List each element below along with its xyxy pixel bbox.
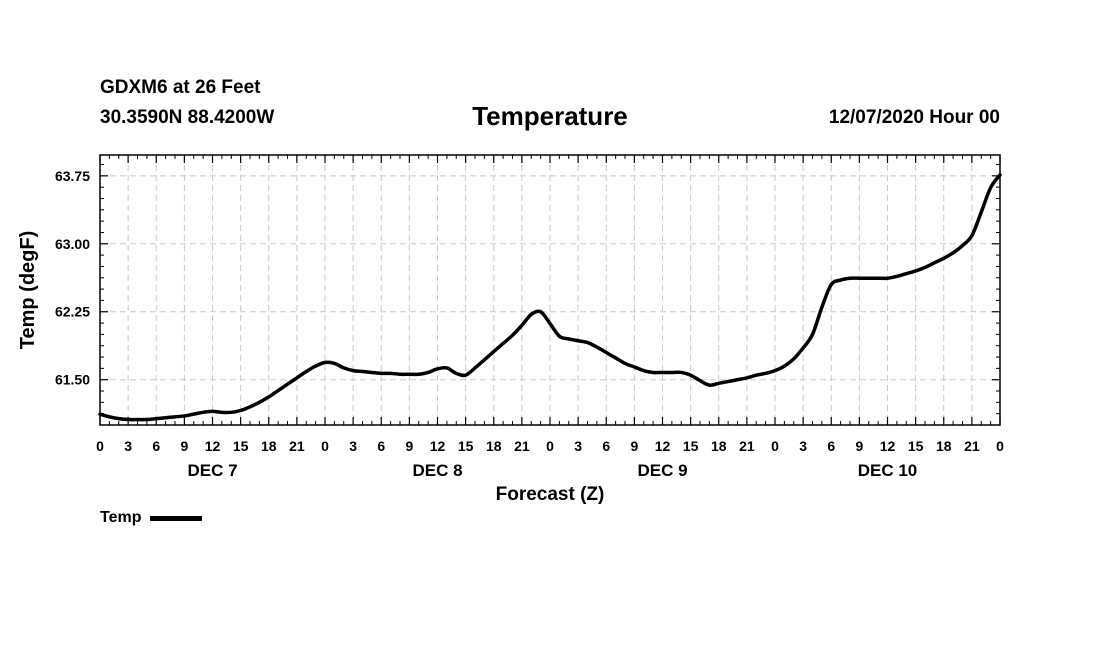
y-tick-label: 61.50 [55,372,90,388]
station-coordinates: 30.3590N 88.4200W [100,107,275,128]
forecast-run-time: 12/07/2020 Hour 00 [828,107,1000,128]
day-label: DEC 10 [858,461,918,480]
legend: Temp [100,509,203,527]
axis-ticks [99,155,1001,425]
x-tick-label: 15 [908,438,924,454]
x-tick-label: 0 [546,438,554,454]
x-tick-label: 3 [574,438,582,454]
x-tick-label: 9 [180,438,188,454]
x-tick-label: 15 [233,438,249,454]
x-tick-label: 21 [289,438,305,454]
temp-series-line [98,173,1002,422]
x-tick-label: 0 [771,438,779,454]
day-label: DEC 9 [637,461,687,480]
y-tick-label: 63.75 [55,168,90,184]
grid-lines [100,155,1000,425]
series-layer [98,173,1002,422]
x-tick-label: 18 [486,438,502,454]
axis-labels: 0 3 6 9 12 15 18 21 0 3 6 9 12 15 18 21 0 3 6 9 12 15 18 21 0 3 6 9… [55,168,1004,480]
day-label: DEC 8 [412,461,462,480]
x-tick-label: 6 [827,438,835,454]
x-tick-label: 6 [152,438,160,454]
y-tick-label: 63.00 [55,236,90,252]
y-axis-title: Temp (degF) [17,231,39,350]
x-tick-label: 12 [655,438,671,454]
chart-title: Temperature [472,101,628,131]
x-tick-label: 12 [205,438,221,454]
x-tick-label: 15 [683,438,699,454]
x-tick-label: 21 [514,438,530,454]
x-tick-label: 12 [880,438,896,454]
x-tick-label: 6 [377,438,385,454]
plot-frame [99,154,1001,426]
x-tick-label: 12 [430,438,446,454]
x-tick-label: 6 [602,438,610,454]
x-tick-label: 0 [996,438,1004,454]
day-label: DEC 7 [187,461,237,480]
x-tick-label: 15 [458,438,474,454]
station-name: GDXM6 at 26 Feet [100,77,261,98]
x-tick-label: 18 [936,438,952,454]
x-tick-label: 3 [349,438,357,454]
x-tick-label: 3 [124,438,132,454]
x-tick-label: 0 [96,438,104,454]
x-tick-label: 9 [855,438,863,454]
x-tick-label: 9 [630,438,638,454]
y-tick-label: 62.25 [55,304,90,320]
x-tick-label: 21 [964,438,980,454]
x-tick-label: 0 [321,438,329,454]
x-tick-label: 9 [405,438,413,454]
x-tick-label: 21 [739,438,755,454]
legend-line-swatch [150,515,203,521]
x-axis-title: Forecast (Z) [496,484,605,505]
legend-label: Temp [100,509,142,526]
x-tick-label: 18 [261,438,277,454]
x-tick-label: 18 [711,438,727,454]
x-tick-label: 3 [799,438,807,454]
